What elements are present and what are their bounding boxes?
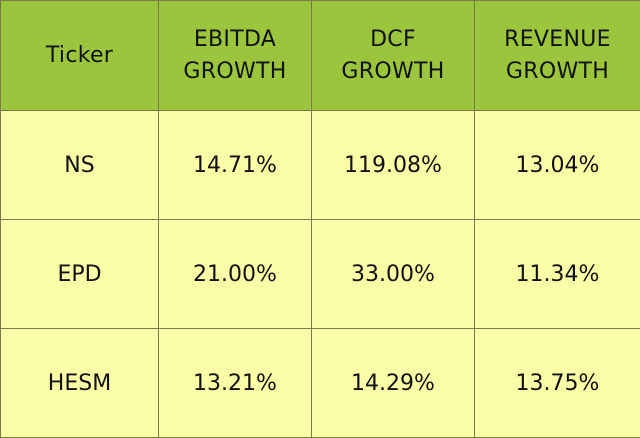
cell-dcf-growth: 14.29%	[311, 328, 475, 438]
cell-revenue-growth: 11.34%	[474, 219, 640, 329]
header-ticker: Ticker	[0, 0, 159, 111]
header-revenue-line-1: REVENUE	[504, 26, 611, 52]
cell-ebitda-growth: 21.00%	[158, 219, 312, 329]
header-ebitda-line-2: GROWTH	[183, 58, 287, 84]
cell-ticker: EPD	[0, 219, 159, 329]
header-ticker-line-1: Ticker	[45, 42, 114, 68]
header-dcf-line-2: GROWTH	[341, 58, 445, 84]
cell-revenue-growth: 13.04%	[474, 110, 640, 220]
header-ebitda-growth: EBITDA GROWTH	[158, 0, 312, 111]
table-row: NS 14.71% 119.08% 13.04%	[0, 110, 640, 220]
header-dcf-line-1: DCF	[370, 26, 416, 52]
header-dcf-growth: DCF GROWTH	[311, 0, 475, 111]
cell-ticker: HESM	[0, 328, 159, 438]
cell-dcf-growth: 119.08%	[311, 110, 475, 220]
header-row: Ticker EBITDA GROWTH DCF GROWTH REVENUE …	[0, 0, 640, 111]
cell-ticker: NS	[0, 110, 159, 220]
cell-ebitda-growth: 13.21%	[158, 328, 312, 438]
table-row: EPD 21.00% 33.00% 11.34%	[0, 219, 640, 329]
header-revenue-line-2: GROWTH	[505, 58, 610, 84]
cell-ebitda-growth: 14.71%	[158, 110, 312, 220]
cell-revenue-growth: 13.75%	[474, 328, 640, 438]
table-row: HESM 13.21% 14.29% 13.75%	[0, 328, 640, 438]
header-ebitda-line-1: EBITDA	[193, 26, 277, 52]
header-revenue-growth: REVENUE GROWTH	[474, 0, 640, 111]
cell-dcf-growth: 33.00%	[311, 219, 475, 329]
